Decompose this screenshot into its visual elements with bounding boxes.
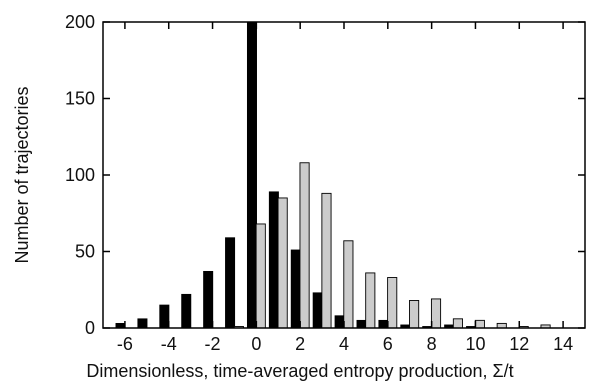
x-tick-label: -6 bbox=[117, 334, 133, 354]
x-tick-label: 12 bbox=[509, 334, 529, 354]
bar bbox=[268, 191, 279, 329]
bar bbox=[321, 192, 332, 329]
bar bbox=[356, 319, 367, 329]
bar bbox=[299, 162, 310, 329]
y-tick-label: 150 bbox=[65, 89, 95, 109]
x-tick-label: 10 bbox=[465, 334, 485, 354]
bar bbox=[334, 315, 345, 329]
bar bbox=[203, 270, 214, 329]
bar bbox=[409, 300, 420, 329]
y-tick-label: 0 bbox=[85, 318, 95, 338]
y-axis-label: Number of trajectories bbox=[12, 86, 32, 263]
y-tick-label: 100 bbox=[65, 165, 95, 185]
bar bbox=[137, 318, 148, 329]
bar bbox=[343, 240, 354, 329]
bar bbox=[312, 292, 323, 329]
y-tick-label: 50 bbox=[75, 242, 95, 262]
bar bbox=[290, 249, 301, 329]
bar bbox=[181, 293, 192, 329]
bar bbox=[378, 319, 389, 329]
bar bbox=[159, 304, 170, 329]
bar bbox=[277, 197, 288, 329]
x-tick-label: 14 bbox=[553, 334, 573, 354]
x-tick-label: 6 bbox=[383, 334, 393, 354]
x-tick-label: 0 bbox=[251, 334, 261, 354]
bar bbox=[365, 272, 376, 329]
ticks-layer: -6 -4 -2 0 2 4 6 8 10 12 14 0 50 100 150 200 bbox=[65, 12, 585, 354]
bar bbox=[474, 319, 485, 329]
bars-layer bbox=[115, 21, 551, 329]
x-tick-label: 8 bbox=[427, 334, 437, 354]
bar bbox=[452, 318, 463, 329]
bar bbox=[246, 21, 257, 329]
x-tick-label: -4 bbox=[161, 334, 177, 354]
bar bbox=[225, 237, 236, 329]
x-tick-label: 2 bbox=[295, 334, 305, 354]
bar bbox=[430, 298, 442, 329]
x-tick-label: 4 bbox=[339, 334, 349, 354]
x-tick-label: -2 bbox=[205, 334, 221, 354]
bar bbox=[387, 277, 398, 329]
x-axis-label: Dimensionless, time-averaged entropy pro… bbox=[86, 361, 513, 381]
y-tick-label: 200 bbox=[65, 12, 95, 32]
bar bbox=[255, 223, 266, 329]
